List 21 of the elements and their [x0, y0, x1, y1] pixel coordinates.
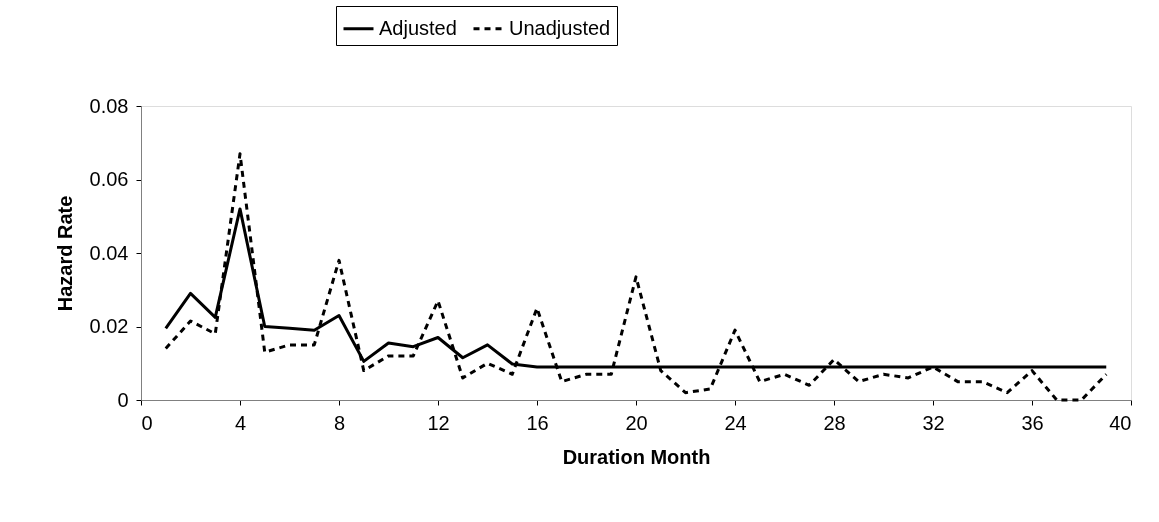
x-tick-label: 12 [427, 411, 450, 434]
x-tick-label: 20 [625, 411, 648, 434]
x-tick-label: 0 [141, 411, 153, 434]
x-tick-label: 24 [724, 411, 747, 434]
x-tick-label: 36 [1021, 411, 1044, 434]
x-tick-label: 40 [1109, 411, 1132, 434]
y-axis-title: Hazard Rate [53, 195, 76, 312]
x-tick-label: 16 [526, 411, 549, 434]
y-tick-label: 0.02 [89, 315, 129, 337]
y-tick-label: 0 [117, 388, 129, 411]
x-tick-label: 8 [333, 411, 346, 434]
x-tick-label: 32 [922, 411, 945, 434]
x-tick-label: 28 [823, 411, 846, 434]
x-axis-title: Duration Month [562, 445, 711, 468]
legend-label: Unadjusted [509, 16, 611, 39]
line-series [164, 152, 1108, 402]
x-tick-label: 4 [234, 411, 247, 434]
y-tick-label: 0.06 [89, 168, 129, 190]
y-tick-label: 0.04 [89, 241, 129, 264]
legend-label: Adjusted [379, 16, 457, 39]
y-tick-label: 0.08 [89, 94, 129, 117]
